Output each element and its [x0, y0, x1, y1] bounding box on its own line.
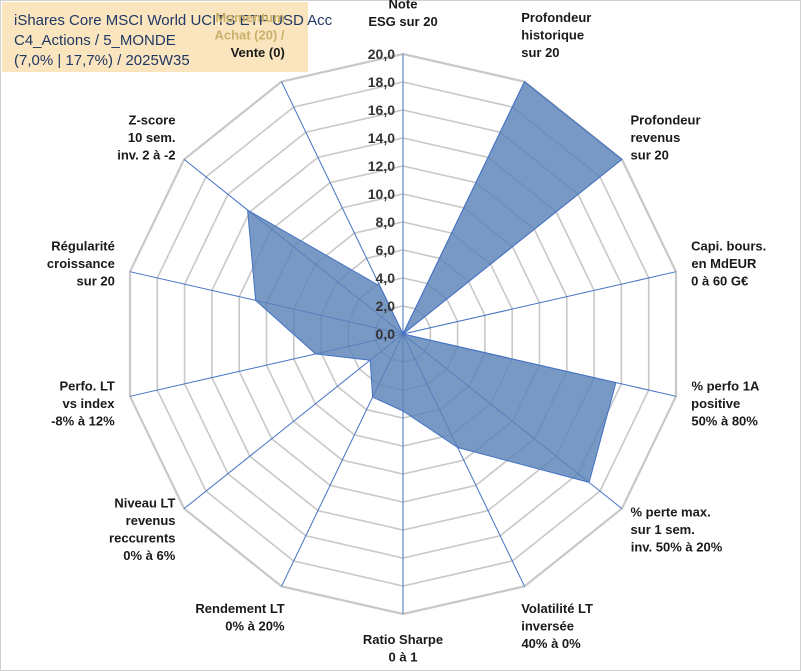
- axis-label: Profondeur: [521, 10, 591, 25]
- axis-label: vs index: [62, 396, 115, 411]
- series-layer: [247, 80, 623, 484]
- radial-tick-label: 2,0: [376, 298, 396, 314]
- axis-label: 0 à 60 G€: [691, 274, 748, 289]
- axis-label: 0 à 1: [389, 650, 418, 665]
- axis-label: Ratio Sharpe: [363, 632, 443, 647]
- axis-label: Volatilité LT: [521, 601, 593, 616]
- axis-label: reccurents: [109, 531, 175, 546]
- radial-tick-label: 18,0: [368, 74, 395, 90]
- axis-label: 10 sem.: [128, 130, 176, 145]
- fund-name: iShares Core MSCI World UCITS ETF USD Ac…: [14, 12, 333, 29]
- axis-label: Achat (20) /: [214, 28, 284, 43]
- axis-spoke: [402, 271, 677, 335]
- axis-label: Rendement LT: [195, 601, 284, 616]
- axis-label: sur 1 sem.: [631, 522, 695, 537]
- axis-label: Capi. bours.: [691, 239, 766, 254]
- axis-label: % perte max.: [630, 504, 710, 519]
- axis-label: 0% à 20%: [225, 618, 285, 633]
- axis-label: 40% à 0%: [521, 636, 581, 651]
- axis-label: sur 20: [521, 45, 559, 60]
- axis-label: sur 20: [77, 274, 115, 289]
- series-area: [247, 80, 623, 484]
- radial-tick-label: 20,0: [368, 46, 395, 62]
- fund-performance: (7,0% | 17,7%) / 2025W35: [14, 52, 190, 69]
- radial-tick-label: 4,0: [376, 270, 396, 286]
- tick-label-layer: 0,0 2,0 4,0 6,0 8,0 10,0 12,0 14,0 16,0 18,0 20,0: [368, 46, 395, 342]
- radial-tick-label: 14,0: [368, 130, 395, 146]
- radial-tick-label: 12,0: [368, 158, 395, 174]
- axis-label: croissance: [47, 256, 115, 271]
- axis-label: Z-score: [129, 113, 176, 128]
- axis-label: Vente (0): [231, 45, 285, 60]
- axis-label: positive: [691, 396, 740, 411]
- axis-label: -8% à 12%: [51, 413, 115, 428]
- axis-label: inversée: [521, 618, 574, 633]
- axis-label: sur 20: [631, 148, 669, 163]
- axis-label: inv. 2 à -2: [117, 148, 175, 163]
- chart-title-box: iShares Core MSCI World UCITS ETF USD Ac…: [2, 2, 332, 72]
- axis-label: revenus: [126, 513, 176, 528]
- axis-label: inv. 50% à 20%: [631, 539, 723, 554]
- radial-tick-label: 6,0: [376, 242, 396, 258]
- axis-label: Niveau LT: [114, 496, 175, 511]
- axis-label: Régularité: [51, 239, 115, 254]
- axis-label: % perfo 1A: [691, 378, 760, 393]
- axis-label: revenus: [630, 130, 680, 145]
- axis-label: 0% à 6%: [123, 548, 175, 563]
- axis-label: Perfo. LT: [60, 378, 115, 393]
- axis-label: ESG sur 20: [368, 14, 437, 29]
- axis-label: Momentum: [215, 10, 284, 25]
- axis-label: historique: [521, 28, 584, 43]
- axis-spoke: [183, 333, 404, 509]
- radial-tick-label: 10,0: [368, 186, 395, 202]
- fund-category: C4_Actions / 5_MONDE: [14, 32, 176, 49]
- axis-label: Note: [389, 0, 418, 12]
- axis-label: 50% à 80%: [691, 413, 758, 428]
- radial-tick-label: 16,0: [368, 102, 395, 118]
- axis-label-layer: Note ESG sur 20 Profondeur historique sur 20…: [47, 0, 766, 665]
- radial-tick-label: 8,0: [376, 214, 396, 230]
- axis-label: Profondeur: [630, 113, 700, 128]
- axis-label: en MdEUR: [691, 256, 757, 271]
- radial-tick-label: 0,0: [376, 326, 396, 342]
